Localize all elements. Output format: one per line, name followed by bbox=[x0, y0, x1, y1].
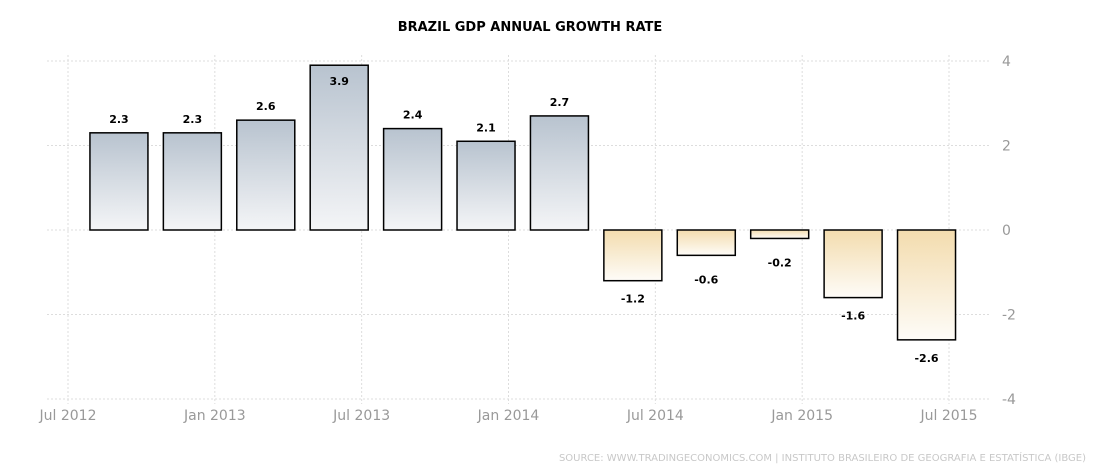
x-tick-label: Jul 2015 bbox=[920, 408, 978, 424]
source-note: SOURCE: WWW.TRADINGECONOMICS.COM | INSTI… bbox=[559, 451, 1086, 464]
data-label: 2.6 bbox=[256, 100, 276, 113]
data-label: -2.6 bbox=[914, 352, 938, 365]
x-tick-label: Jan 2013 bbox=[183, 408, 246, 424]
bar bbox=[749, 229, 810, 240]
data-label: -1.6 bbox=[841, 310, 865, 323]
data-label: -0.6 bbox=[694, 273, 718, 286]
y-tick-label: -2 bbox=[1002, 308, 1016, 324]
x-tick-label: Jul 2012 bbox=[39, 408, 97, 424]
x-tick-label: Jan 2015 bbox=[770, 408, 833, 424]
data-label: 2.1 bbox=[476, 121, 496, 134]
chart-title: BRAZIL GDP ANNUAL GROWTH RATE bbox=[398, 20, 663, 35]
bar bbox=[676, 229, 737, 257]
data-label: 2.4 bbox=[403, 109, 423, 122]
y-tick-label: 0 bbox=[1002, 223, 1011, 239]
data-label: -1.2 bbox=[621, 293, 645, 306]
data-label: 2.3 bbox=[109, 113, 129, 126]
bar bbox=[382, 127, 443, 231]
x-tick-label: Jul 2014 bbox=[626, 408, 684, 424]
bar bbox=[89, 132, 149, 231]
data-label: 3.9 bbox=[329, 75, 349, 88]
bar bbox=[236, 119, 296, 231]
bar bbox=[529, 115, 590, 231]
x-tick-label: Jan 2014 bbox=[477, 408, 540, 424]
bar bbox=[309, 64, 369, 231]
data-label: -0.2 bbox=[768, 256, 792, 269]
y-tick-label: 4 bbox=[1002, 54, 1011, 70]
bar bbox=[162, 132, 223, 231]
x-tick-label: Jul 2013 bbox=[332, 408, 390, 424]
bar bbox=[823, 229, 883, 299]
bar bbox=[896, 229, 957, 341]
y-tick-label: 2 bbox=[1002, 139, 1011, 155]
data-label: 2.7 bbox=[550, 96, 570, 109]
data-label: 2.3 bbox=[183, 113, 203, 126]
bar bbox=[603, 229, 663, 282]
bar bbox=[456, 140, 516, 231]
y-tick-label: -4 bbox=[1002, 392, 1016, 408]
